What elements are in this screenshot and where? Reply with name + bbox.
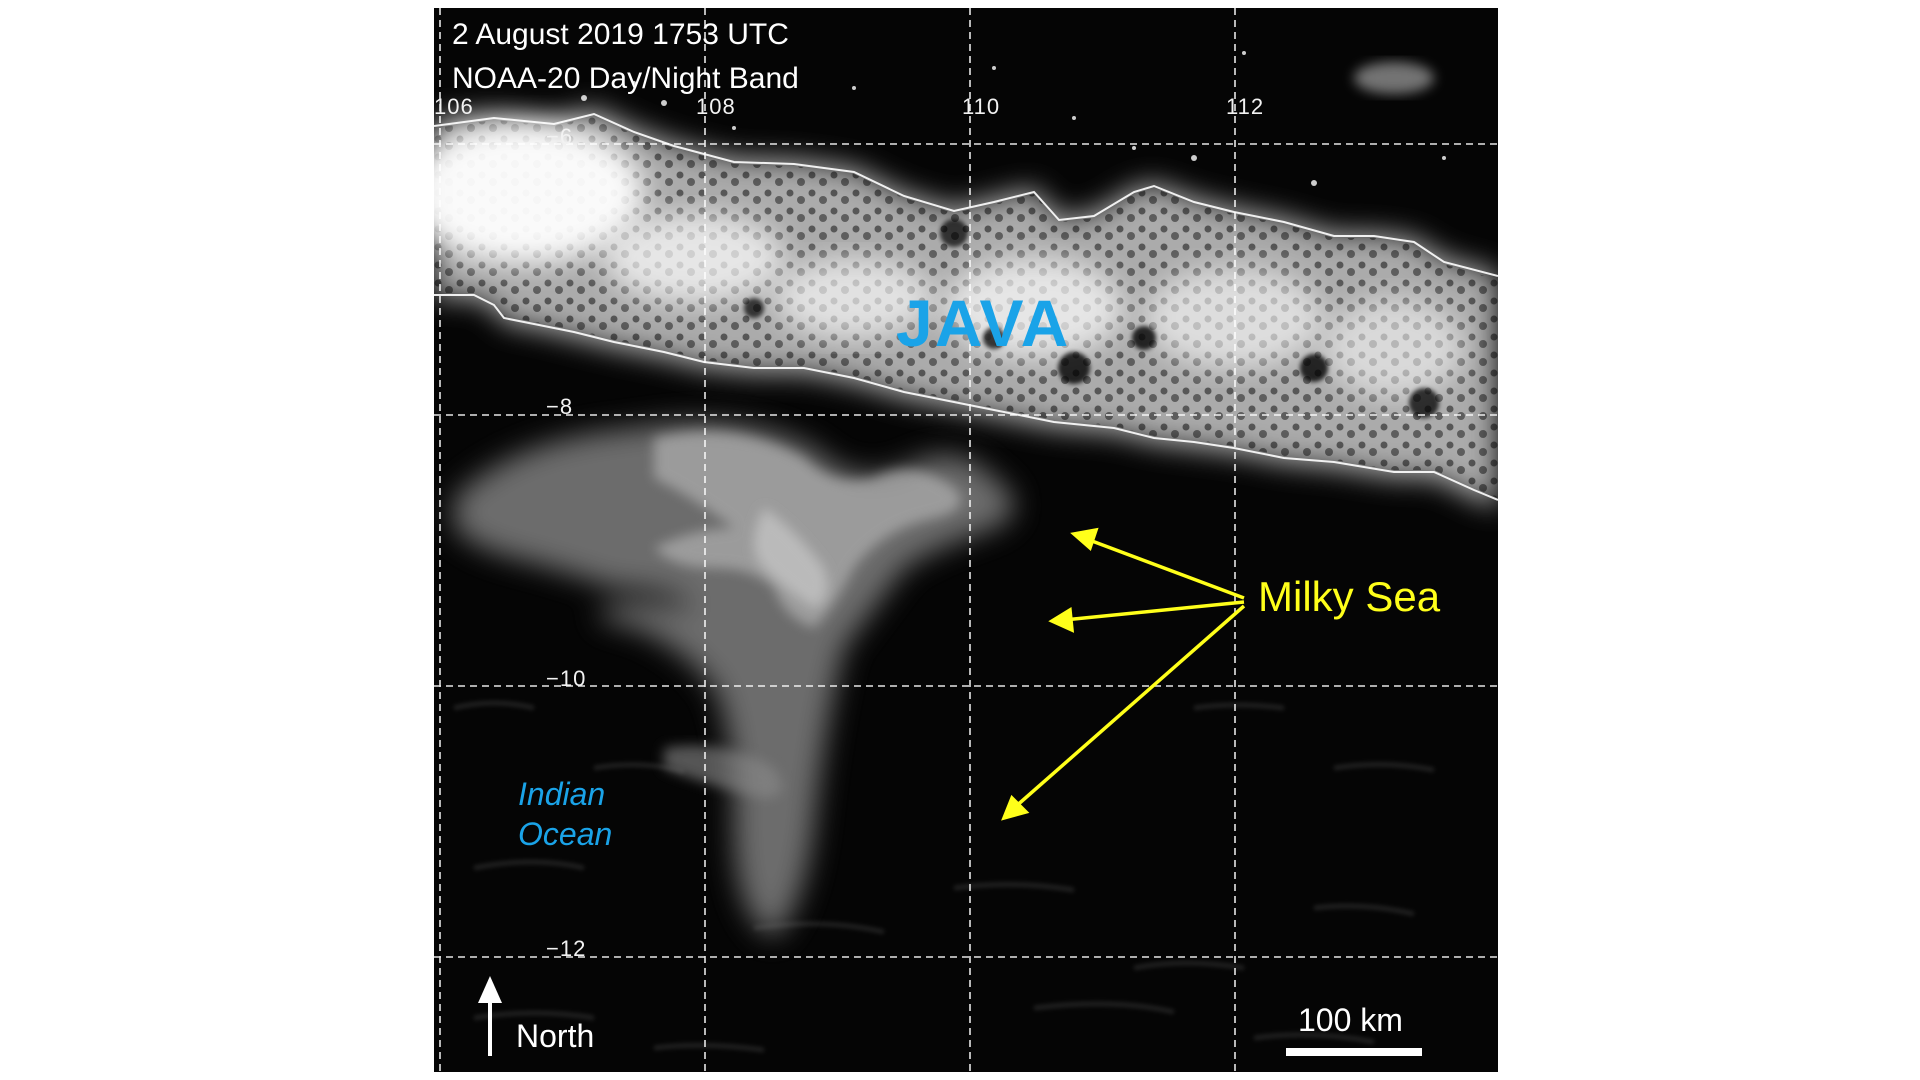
lon-label-108: 108 bbox=[696, 94, 736, 119]
milky-sea-patch bbox=[454, 421, 1014, 938]
lat-label-6: −6 bbox=[546, 124, 574, 149]
lat-label-10: −10 bbox=[546, 666, 587, 691]
lon-label-106: 106 bbox=[434, 94, 474, 119]
lon-label-110: 110 bbox=[962, 94, 1001, 119]
image-title: 2 August 2019 1753 UTC bbox=[452, 18, 789, 51]
scale-bar bbox=[1286, 1048, 1422, 1056]
north-arrow-icon bbox=[478, 976, 502, 1056]
ocean-texture bbox=[453, 700, 1435, 1053]
ocean-label-line2: Ocean bbox=[518, 816, 613, 852]
satellite-map: 2 August 2019 1753 UTC NOAA-20 Day/Night… bbox=[434, 8, 1498, 1072]
coordinate-grid bbox=[434, 8, 1498, 1072]
java-label: JAVA bbox=[896, 286, 1071, 360]
ocean-label-line1: Indian bbox=[518, 776, 606, 812]
milky-sea-label: Milky Sea bbox=[1258, 573, 1441, 620]
lon-label-112: 112 bbox=[1226, 94, 1265, 119]
image-subtitle: NOAA-20 Day/Night Band bbox=[452, 62, 799, 95]
milky-sea-arrows bbox=[1001, 527, 1246, 821]
java-island bbox=[434, 51, 1498, 508]
scale-label: 100 km bbox=[1298, 1002, 1403, 1038]
lat-label-12: −12 bbox=[546, 936, 587, 961]
map-imagery bbox=[434, 8, 1498, 1072]
lat-label-8: −8 bbox=[546, 394, 574, 419]
north-label: North bbox=[516, 1018, 595, 1054]
